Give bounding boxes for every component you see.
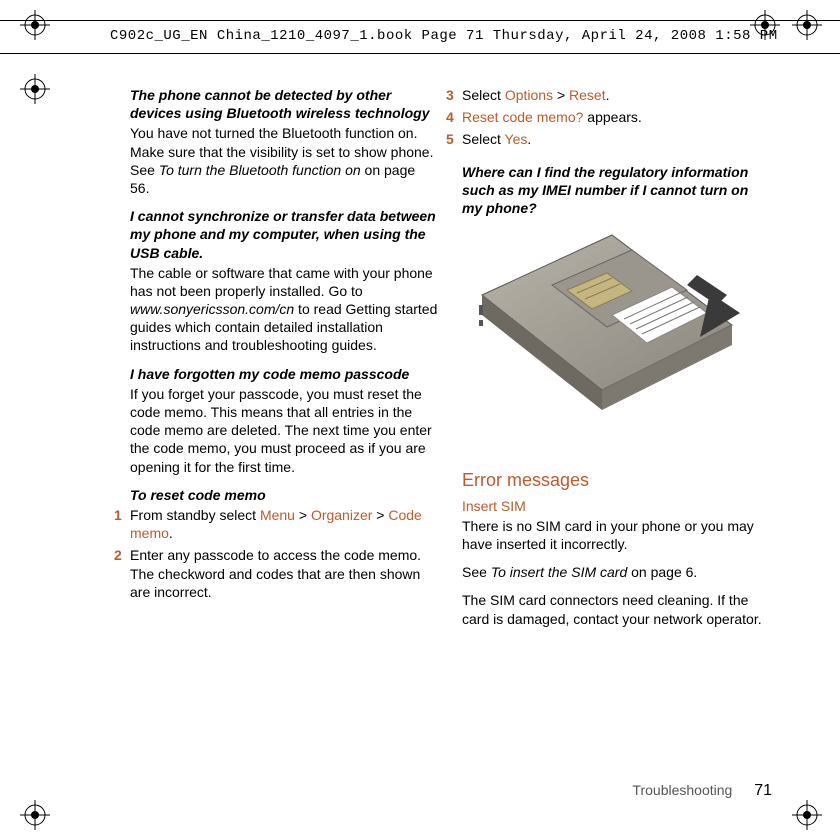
crop-mark-icon <box>20 10 50 40</box>
subhead-usb: I cannot synchronize or transfer data be… <box>130 207 438 262</box>
footer-page-number: 71 <box>754 782 772 799</box>
subhead-bluetooth: The phone cannot be detected by other de… <box>130 86 438 122</box>
para-sim-2: See To insert the SIM card on page 6. <box>462 563 770 581</box>
header-text: C902c_UG_EN China_1210_4097_1.book Page … <box>110 28 778 44</box>
error-messages-title: Error messages <box>462 469 770 492</box>
right-column: 3 Select Options > Reset. 4 Reset code m… <box>462 86 770 776</box>
subhead-passcode: I have forgotten my code memo passcode <box>130 365 438 383</box>
step-2: 2 Enter any passcode to access the code … <box>130 546 438 601</box>
step-1: 1 From standby select Menu > Organizer >… <box>130 506 438 542</box>
step-3: 3 Select Options > Reset. <box>462 86 770 104</box>
page-header: C902c_UG_EN China_1210_4097_1.book Page … <box>60 20 780 54</box>
crop-mark-icon <box>20 800 50 830</box>
content-area: The phone cannot be detected by other de… <box>130 86 770 776</box>
phone-illustration <box>462 225 742 445</box>
subhead-reset: To reset code memo <box>130 486 438 504</box>
footer-section: Troubleshooting <box>632 782 732 798</box>
para-sim-3: The SIM card connectors need cleaning. I… <box>462 591 770 627</box>
page-footer: Troubleshooting 71 <box>632 782 772 800</box>
para-sim-1: There is no SIM card in your phone or yo… <box>462 517 770 553</box>
subhead-imei: Where can I find the regulatory informat… <box>462 163 770 218</box>
step-5: 5 Select Yes. <box>462 130 770 148</box>
para-bluetooth: You have not turned the Bluetooth functi… <box>130 124 438 197</box>
crop-mark-icon <box>20 74 50 104</box>
left-column: The phone cannot be detected by other de… <box>130 86 438 776</box>
error-insert-sim: Insert SIM <box>462 497 770 515</box>
crop-mark-icon <box>792 10 822 40</box>
page: C902c_UG_EN China_1210_4097_1.book Page … <box>0 0 840 840</box>
step-4: 4 Reset code memo? appears. <box>462 108 770 126</box>
para-passcode: If you forget your passcode, you must re… <box>130 385 438 476</box>
crop-mark-icon <box>792 800 822 830</box>
para-usb: The cable or software that came with you… <box>130 264 438 355</box>
